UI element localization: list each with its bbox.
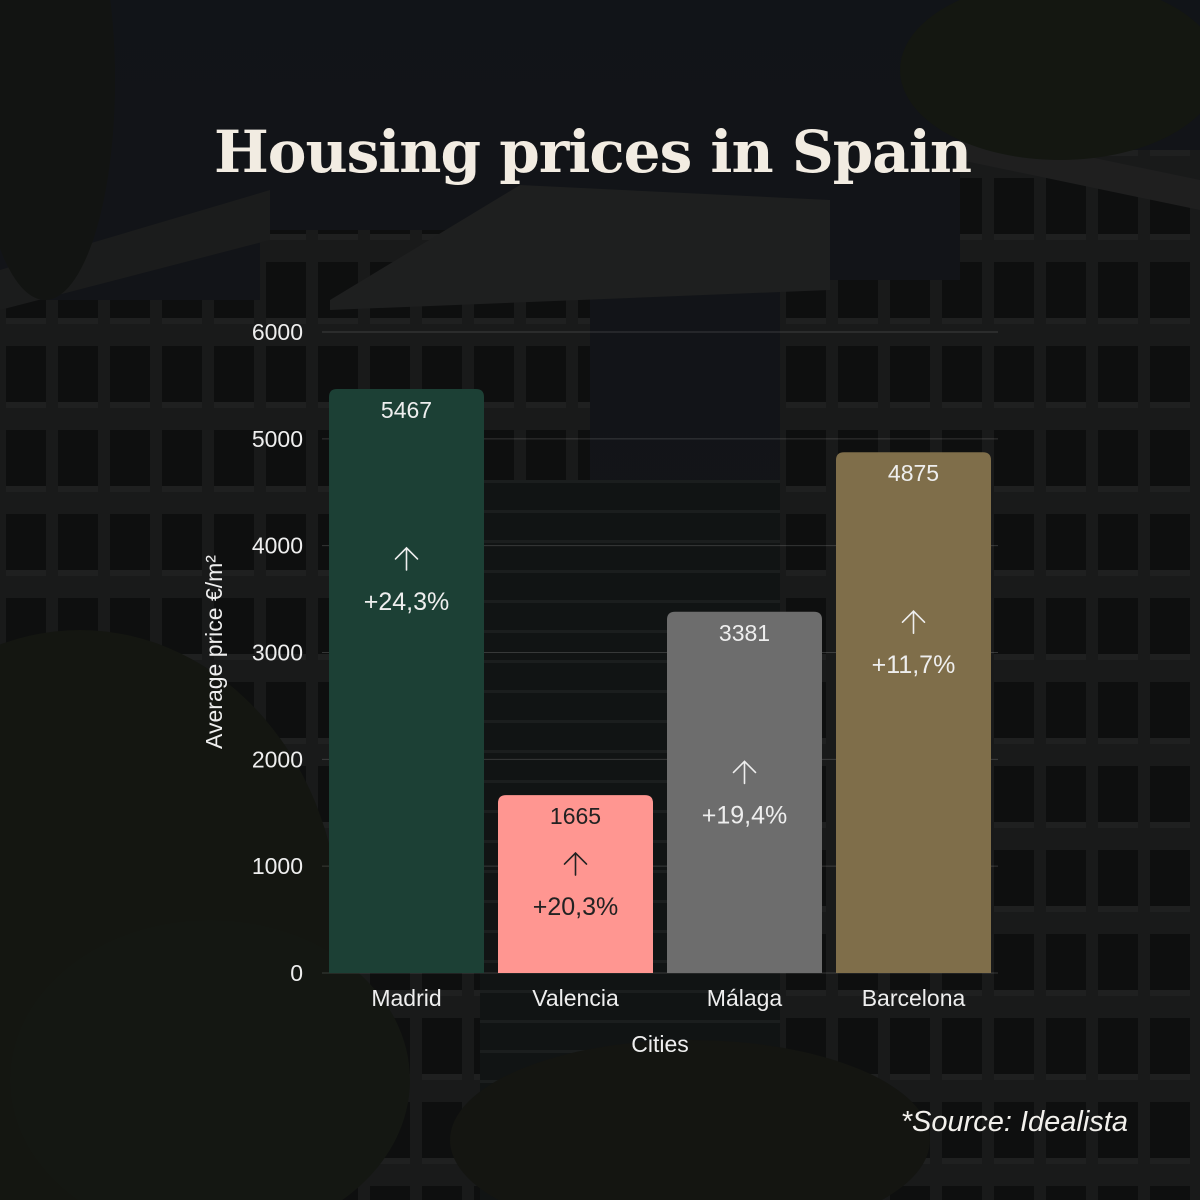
bar-rect [498, 795, 653, 973]
bar-rect [836, 452, 991, 973]
y-tick-label: 6000 [252, 319, 303, 345]
bar-málaga: 3381 +19,4% [667, 611, 822, 973]
bar-barcelona: 4875 +11,7% [836, 452, 991, 973]
bar-value-label: 1665 [550, 803, 601, 829]
arrow-up-icon [563, 851, 588, 876]
x-axis-label: Cities [631, 1031, 689, 1057]
y-tick-label: 5000 [252, 426, 303, 452]
arrow-up-icon [901, 610, 926, 634]
bar-change-label: +11,7% [872, 651, 956, 679]
arrow-up-icon [732, 760, 757, 785]
y-tick-label: 0 [290, 960, 303, 986]
bar-change-label: +19,4% [702, 801, 788, 829]
y-axis-label: Average price €/m² [201, 555, 227, 749]
bar-value-label: 3381 [719, 620, 770, 646]
bar-madrid: 5467 +24,3% [329, 388, 484, 974]
x-tick-label: Valencia [532, 985, 619, 1011]
bar-rect [667, 611, 822, 973]
bar-rect [329, 388, 484, 974]
bar-change-label: +20,3% [533, 893, 619, 921]
bar-valencia: 1665 +20,3% [498, 795, 653, 973]
bar-value-label: 5467 [381, 397, 432, 423]
bar-change-label: +24,3% [364, 588, 450, 616]
y-tick-label: 3000 [252, 640, 303, 666]
y-tick-label: 4000 [252, 533, 303, 559]
chart-title: Housing prices in Spain [213, 118, 972, 186]
x-tick-label: Madrid [371, 985, 441, 1011]
y-tick-label: 2000 [252, 746, 303, 772]
x-tick-label: Barcelona [862, 985, 966, 1011]
bar-value-label: 4875 [888, 460, 939, 486]
x-tick-label: Málaga [707, 985, 783, 1011]
arrow-up-icon [394, 546, 419, 571]
y-tick-label: 1000 [252, 853, 303, 879]
source-note: *Source: Idealista [900, 1106, 1128, 1138]
